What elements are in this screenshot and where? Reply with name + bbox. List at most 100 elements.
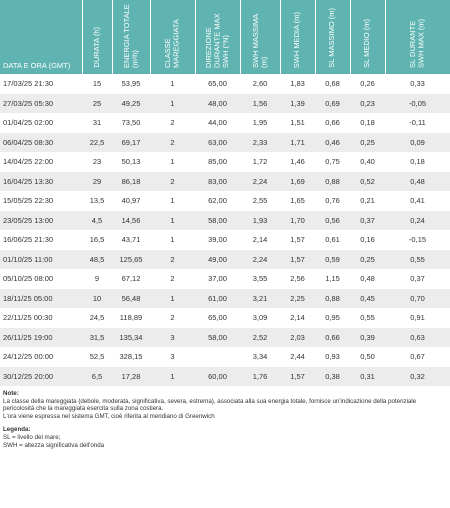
table-body: 17/03/25 21:30 15 53,95 1 65,00 2,60 1,83 0,68 0… (0, 74, 450, 386)
table-cell: 14,56 (112, 210, 150, 230)
table-cell: 0,23 (350, 93, 385, 113)
table-cell: -0,05 (385, 93, 450, 113)
table-cell: 0,55 (385, 249, 450, 269)
table-row: 23/05/25 13:00 4,5 14,56 1 58,00 1,93 1,70 0,56… (0, 210, 450, 230)
table-cell: 3,21 (240, 288, 280, 308)
table-cell: 0,09 (385, 132, 450, 152)
notes-title: Note: (3, 390, 19, 397)
table-cell: 10 (82, 288, 112, 308)
table-cell: 1,69 (280, 171, 315, 191)
table-cell: 69,17 (112, 132, 150, 152)
table-cell: 1,76 (240, 366, 280, 386)
table-cell: 0,66 (325, 118, 340, 128)
table-cell (195, 347, 240, 367)
table-cell: 86,18 (112, 171, 150, 191)
table-cell: 17/03/25 21:30 (3, 79, 54, 89)
table-cell: 1,93 (240, 210, 280, 230)
table-cell: 0,46 (315, 132, 350, 152)
table-cell: 0,63 (385, 327, 450, 347)
table-cell: 1,71 (280, 132, 315, 152)
table-cell: 1,70 (280, 210, 315, 230)
notes: Note: La classe della mareggiata (debole… (0, 386, 450, 449)
table-cell: -0,11 (409, 118, 426, 128)
table-cell: 0,39 (350, 327, 385, 347)
table-cell: 0,16 (360, 235, 375, 245)
table-cell: 22/11/25 00:30 (3, 313, 53, 323)
table-cell: 118,89 (119, 313, 143, 323)
table-cell: 24,5 (89, 313, 105, 323)
table-row: 16/04/25 13:30 29 86,18 2 83,00 2,24 1,69 0,88 0… (0, 171, 450, 191)
table-cell: 0,26 (360, 79, 375, 89)
table-cell: 2,24 (240, 249, 280, 269)
table-cell: 328,15 (119, 352, 143, 362)
table-cell: 3,34 (252, 352, 268, 362)
column-header: SWH MASSIMA (m) (240, 0, 281, 74)
column-header-text: DURATA (h) (91, 27, 101, 68)
table-row: 15/05/25 22:30 13,5 40,97 1 62,00 2,55 1,65 0,7… (0, 191, 450, 211)
table-cell: 62,00 (208, 196, 227, 206)
table-cell: 0,48 (360, 274, 375, 284)
table-cell: 0,50 (360, 352, 375, 362)
column-header: DIREZIONE DURANTE MAX SWH (°N) (195, 0, 241, 74)
table-cell: 0,56 (315, 210, 350, 230)
table-row: 16/06/25 21:30 16,5 43,71 1 39,00 2,14 1,57 0,6… (0, 230, 450, 250)
table-cell: 16/06/25 21:30 (3, 235, 54, 245)
table-cell: 0,88 (315, 288, 350, 308)
table-cell: 0,41 (410, 196, 425, 206)
table-cell: 0,48 (385, 171, 450, 191)
table-cell: 1 (150, 366, 195, 386)
table-row: 06/04/25 08:30 22,5 69,17 2 63,00 2,33 1,71 0,4… (0, 132, 450, 152)
table-cell: 0,25 (350, 132, 385, 152)
column-header: ENERGIA TOTALE (m²h) (112, 0, 151, 74)
table-cell: 2,33 (240, 132, 280, 152)
table-cell: 14/04/25 22:00 (3, 157, 54, 167)
table-cell: 1,39 (280, 93, 315, 113)
table-cell: 0,31 (350, 366, 385, 386)
table-cell: 9 (94, 274, 100, 284)
storm-table: DATA E ORA (GMT) DURATA (h) ENERGIA TOTALE… (0, 0, 450, 386)
table-cell: 18/11/25 05:00 (0, 288, 82, 308)
table-row: 01/10/25 11:00 48,5 125,65 2 49,00 2,24 1,57 0,… (0, 249, 450, 269)
legend-line: SWH = altezza significativa dell'onda (3, 441, 105, 449)
column-header: SWH MEDIA (m) (280, 0, 316, 74)
table-cell: 31,5 (82, 327, 112, 347)
table-row: 22/11/25 00:30 24,5 118,89 2 65,00 3,09 2,14 0,… (0, 308, 450, 328)
table-cell: 1,95 (252, 118, 268, 128)
table-cell: 0,91 (410, 313, 425, 323)
table-row: 14/04/25 22:00 23 50,13 1 85,00 1,72 1,46 0,75 0… (0, 152, 450, 172)
column-header: SL MASSIMO (m) (315, 0, 351, 74)
column-header: CLASSE MAREGGIATA (150, 0, 196, 74)
column-header-text: SL DURANTE SWH MAX (m) (408, 18, 426, 68)
table-cell: 2,03 (280, 327, 315, 347)
table-cell: 0,68 (325, 79, 340, 89)
table-cell: 15 (92, 79, 102, 89)
table-cell: 0,45 (350, 288, 385, 308)
column-header-text: SWH MEDIA (m) (292, 11, 302, 68)
table-cell: 2 (170, 118, 175, 128)
table-cell: 135,34 (112, 327, 150, 347)
table-cell: 1,56 (240, 93, 280, 113)
table-cell: 1,72 (252, 157, 268, 167)
table-cell: 2 (150, 132, 195, 152)
table-cell: 49,25 (112, 93, 150, 113)
table-cell: 39,00 (208, 235, 227, 245)
table-cell: 73,50 (121, 118, 141, 128)
table-row: 17/03/25 21:30 15 53,95 1 65,00 2,60 1,83 0,68 0… (0, 74, 450, 94)
table-cell: 2,55 (252, 196, 268, 206)
column-header-text: CLASSE MAREGGIATA (163, 19, 181, 68)
table-cell: 1,65 (290, 196, 305, 206)
table-cell: 0,21 (360, 196, 375, 206)
table-cell: 1,57 (280, 366, 315, 386)
table-cell: 0,59 (315, 249, 350, 269)
table-cell: 48,00 (195, 93, 240, 113)
table-cell: 4,5 (82, 210, 112, 230)
column-header-text: DIREZIONE DURANTE MAX SWH (°N) (203, 13, 230, 68)
table-cell: 3,09 (252, 313, 268, 323)
table-cell: 0,69 (315, 93, 350, 113)
table-cell: 48,5 (82, 249, 112, 269)
table-cell: 0,18 (410, 157, 425, 167)
table-cell: 63,00 (195, 132, 240, 152)
column-header-text: SL MEDIO (m) (362, 19, 372, 68)
table-cell: 01/04/25 02:00 (3, 118, 54, 128)
